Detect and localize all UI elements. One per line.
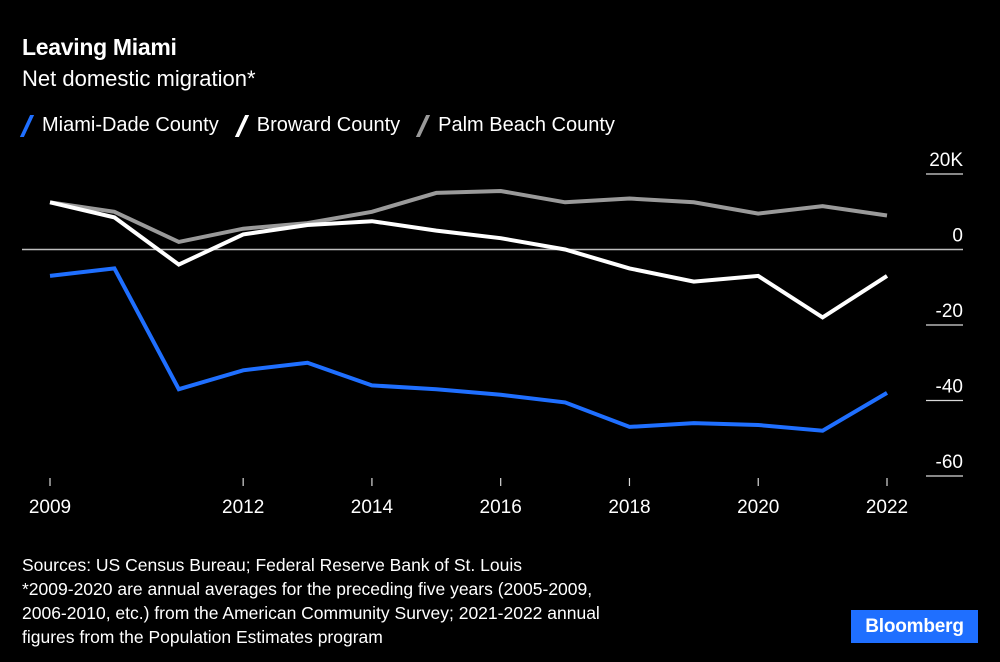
y-tick-label: -20: [936, 301, 963, 322]
chart-title: Leaving Miami: [22, 34, 177, 60]
footnote-line: *2009-2020 are annual averages for the p…: [22, 579, 593, 599]
footnote-line: 2006-2010, etc.) from the American Commu…: [22, 603, 600, 623]
y-axis: 20K 0 -20 -40 -60: [22, 150, 963, 477]
series-line-broward-county: [49, 200, 889, 320]
series-line-palm-beach-county: [49, 188, 888, 244]
bloomberg-logo: Bloomberg: [851, 610, 978, 643]
legend-item-palm-beach: Palm Beach County: [418, 114, 615, 137]
x-tick-label: 2020: [737, 497, 779, 518]
legend-label: Miami-Dade County: [42, 114, 219, 136]
y-tick-label: -40: [936, 377, 963, 398]
x-tick-label: 2018: [608, 497, 650, 518]
legend-item-broward: Broward County: [237, 114, 400, 137]
series-group: [49, 188, 889, 433]
y-tick-label: 0: [952, 226, 963, 247]
footnote-sources: Sources: US Census Bureau; Federal Reser…: [22, 555, 522, 575]
legend-item-miami-dade: Miami-Dade County: [22, 114, 219, 137]
series-line-miami-dade-county: [49, 266, 889, 433]
legend-label: Broward County: [256, 114, 401, 136]
y-tick-label: 20K: [929, 150, 963, 171]
chart-subtitle: Net domestic migration*: [22, 66, 256, 91]
footnote: Sources: US Census Bureau; Federal Reser…: [22, 553, 762, 649]
x-tick-label: 2014: [351, 497, 394, 518]
legend: Miami-Dade County Broward County Palm Be…: [22, 114, 633, 137]
legend-label: Palm Beach County: [438, 114, 615, 136]
x-tick-label: 2012: [222, 497, 264, 518]
x-axis: 2009 2012 2014 2016 2018 2020 2022: [29, 478, 908, 518]
x-tick-label: 2016: [480, 497, 522, 518]
x-tick-label: 2009: [29, 497, 71, 518]
y-tick-label: -60: [936, 452, 963, 473]
footnote-line: figures from the Population Estimates pr…: [22, 627, 383, 647]
x-tick-label: 2022: [866, 497, 908, 518]
